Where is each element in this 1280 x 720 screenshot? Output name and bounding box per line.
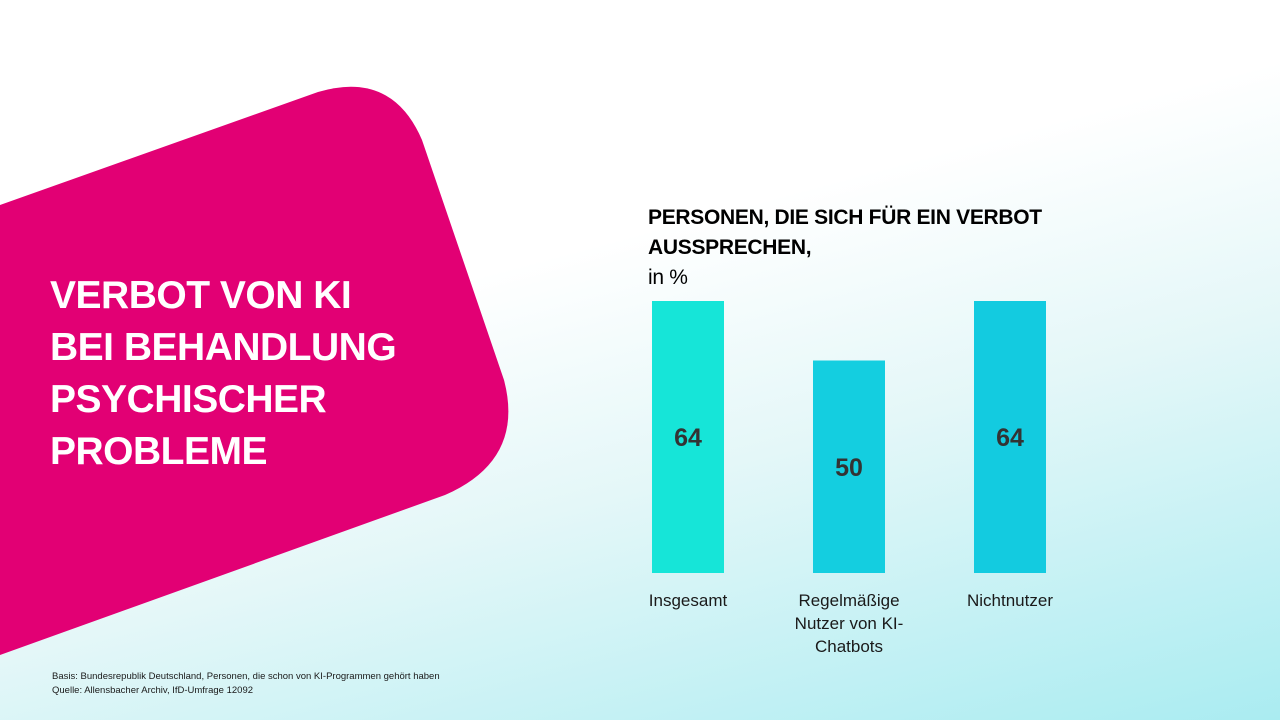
category-label-line: Regelmäßige [798, 591, 899, 610]
slide-title-line: BEI BEHANDLUNG [50, 326, 397, 369]
category-label-line: Chatbots [815, 637, 883, 656]
footnote: Basis: Bundesrepublik Deutschland, Perso… [52, 670, 440, 698]
footnote-source: Quelle: Allensbacher Archiv, IfD-Umfrage… [52, 685, 254, 696]
category-label-line: Nutzer von KI- [795, 614, 904, 633]
bar-value-label: 50 [835, 454, 863, 482]
category-label-line: Insgesamt [649, 591, 728, 610]
chart-title-unit: in % [648, 266, 688, 289]
bar [813, 360, 885, 573]
bar-value-label: 64 [674, 424, 702, 452]
category-label-line: Nichtnutzer [967, 591, 1053, 610]
bar-value-label: 64 [996, 424, 1024, 452]
slide-title-line: PROBLEME [50, 430, 268, 473]
chart-title: PERSONEN, DIE SICH FÜR EIN VERBOT AUSSPR… [648, 203, 1128, 293]
slide-title-line: VERBOT VON KI [50, 274, 352, 317]
bar [974, 301, 1046, 573]
category-label: Insgesamt [649, 591, 728, 610]
slide-title: VERBOT VON KI BEI BEHANDLUNG PSYCHISCHER… [50, 270, 470, 478]
bar [652, 301, 724, 573]
slide-title-line: PSYCHISCHER [50, 378, 327, 421]
category-label: Regelmäßige Nutzer von KI- Chatbots [795, 591, 904, 656]
category-label: Nichtnutzer [967, 591, 1053, 610]
chart-title-line: PERSONEN, DIE SICH FÜR EIN VERBOT [648, 206, 1042, 229]
magenta-accent-shape [0, 86, 509, 655]
footnote-basis: Basis: Bundesrepublik Deutschland, Perso… [52, 671, 440, 682]
chart-title-line: AUSSPRECHEN, in % [648, 233, 1128, 293]
chart-title-text: AUSSPRECHEN, [648, 236, 812, 259]
